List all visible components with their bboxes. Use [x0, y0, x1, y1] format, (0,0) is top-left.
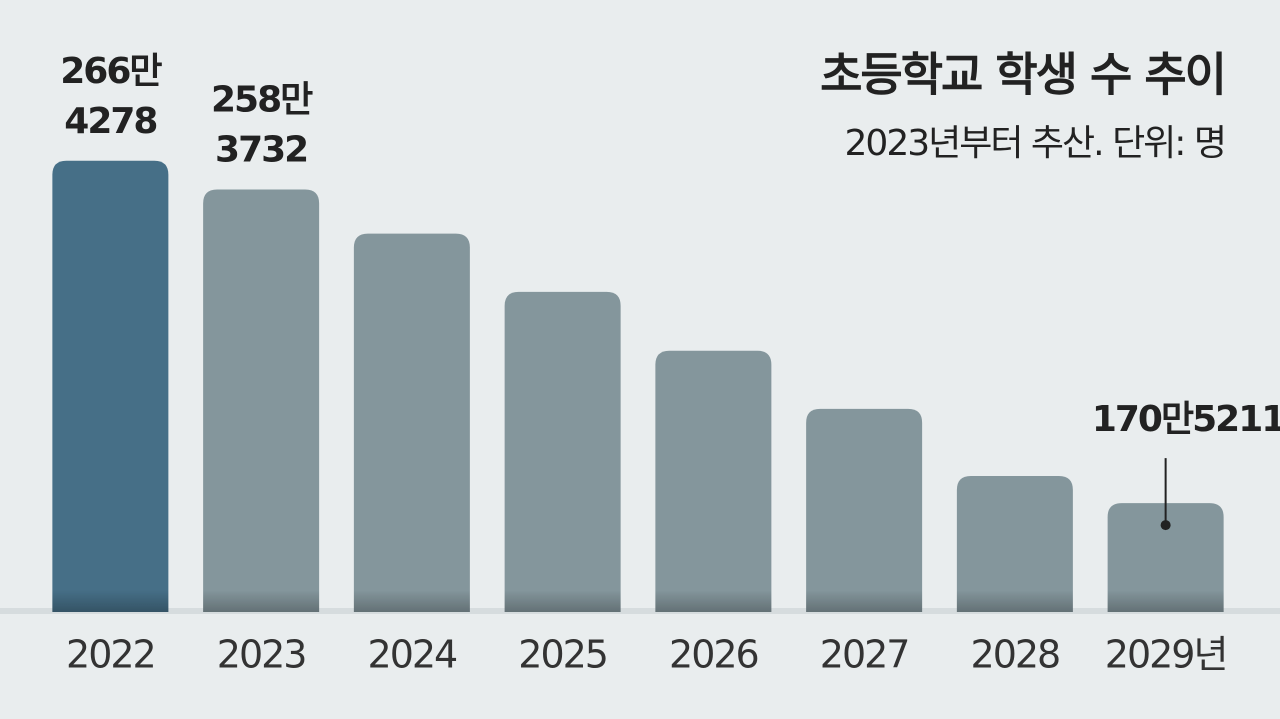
value-label: 258만: [211, 79, 313, 120]
x-tick-label: 2028: [971, 633, 1060, 677]
x-tick-label: 2027: [820, 633, 909, 677]
bar-shade: [52, 590, 169, 612]
baseline-shade: [0, 608, 1280, 614]
bar-shade: [1107, 590, 1224, 612]
bar-shade: [353, 590, 470, 612]
x-tick-label: 2022: [66, 633, 155, 677]
bar: [353, 233, 470, 612]
bar-shade: [956, 590, 1073, 612]
bar: [806, 408, 923, 612]
bar-shade: [504, 590, 621, 612]
bar: [504, 291, 621, 612]
bar-shade: [806, 590, 923, 612]
chart-subtitle: 2023년부터 추산. 단위: 명: [845, 123, 1225, 164]
x-tick-label: 2024: [368, 633, 458, 677]
x-tick-label: 2026: [669, 633, 758, 677]
bar-shade: [203, 590, 320, 612]
chart-title: 초등학교 학생 수 추이: [820, 48, 1225, 102]
bar-shade: [655, 590, 772, 612]
value-label: 3732: [215, 129, 307, 170]
x-tick-label: 2029년: [1105, 633, 1227, 677]
bar: [956, 476, 1073, 612]
value-label: 170만5211명: [1092, 399, 1280, 440]
bar: [655, 350, 772, 612]
bar: [1107, 503, 1224, 612]
x-tick-label: 2025: [518, 633, 607, 677]
value-label: 266만: [60, 51, 162, 92]
bar: [203, 189, 320, 613]
bar: [52, 160, 169, 612]
annotation-dot: [1160, 520, 1171, 531]
value-label: 4278: [64, 101, 156, 142]
x-tick-label: 2023: [217, 633, 306, 677]
